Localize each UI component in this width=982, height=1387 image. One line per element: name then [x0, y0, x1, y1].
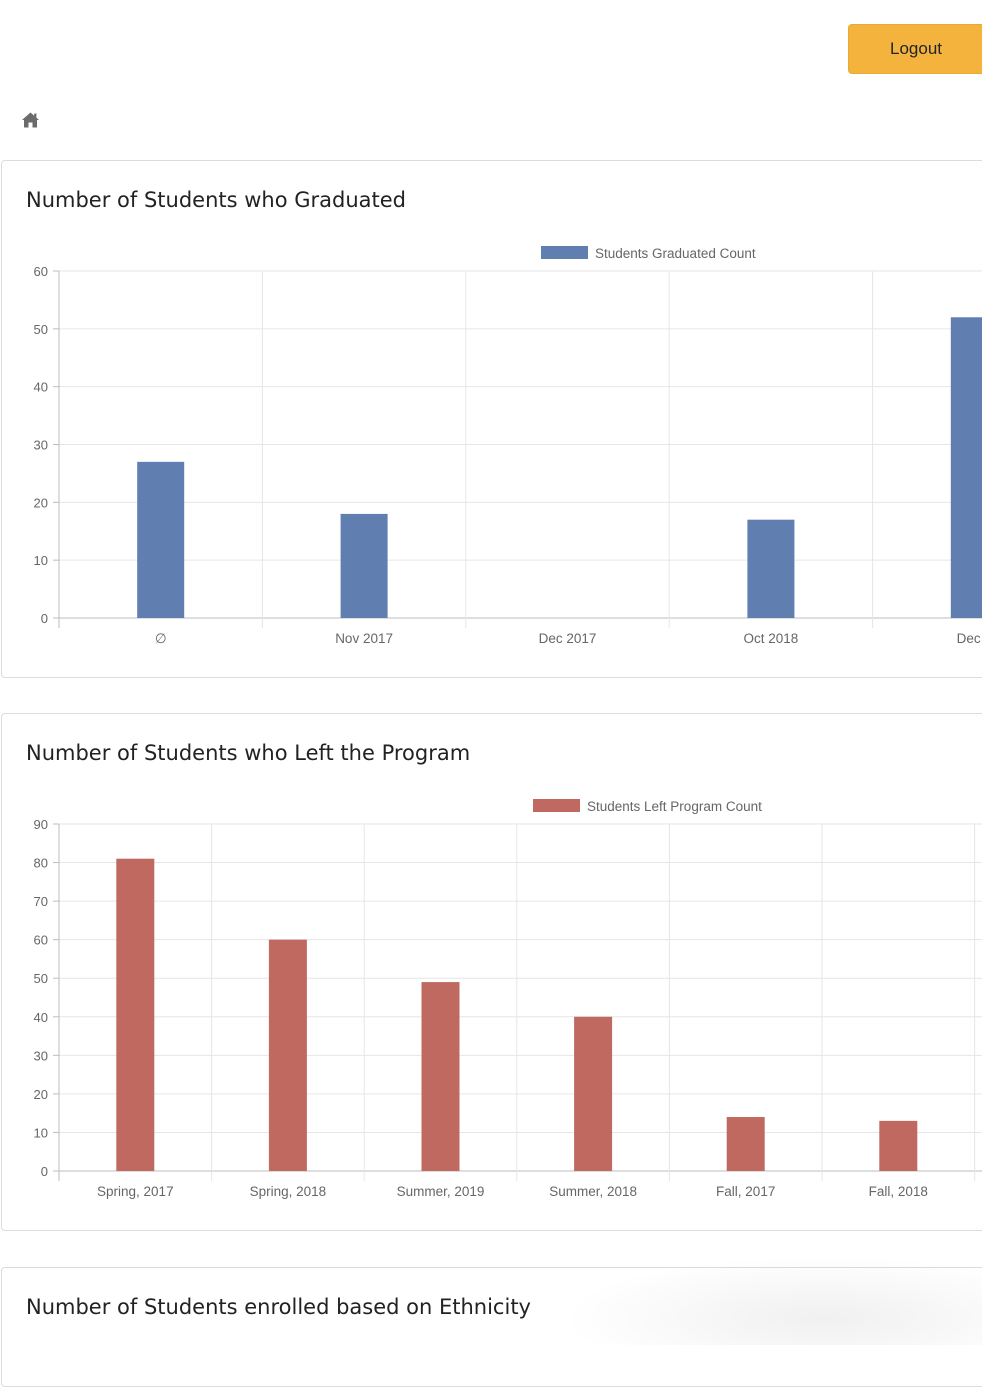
y-tick-label: 30 — [34, 1048, 48, 1063]
x-tick-label: Spring, 2017 — [97, 1184, 174, 1199]
y-tick-label: 80 — [34, 856, 48, 871]
graduated-chart: 0 10 20 30 40 50 60 ∅ Nov 2017 Dec 2017 Oct 2018 De… — [34, 246, 982, 646]
graduated-title: Number of Students who Graduated — [26, 188, 407, 212]
x-tick-label: Dec 2 — [957, 631, 982, 646]
x-tick-label: Oct 2018 — [744, 631, 799, 646]
x-tick-label: Spring, 2018 — [250, 1184, 327, 1199]
y-tick-label: 60 — [34, 933, 48, 948]
graduated-bar[interactable] — [137, 461, 185, 618]
x-tick-label: Fall, 2018 — [869, 1184, 928, 1199]
y-tick-label: 90 — [34, 817, 48, 832]
y-tick-label: 20 — [34, 1087, 48, 1102]
left-program-legend-swatch — [533, 799, 580, 812]
left-program-bar[interactable] — [879, 1120, 918, 1171]
graduated-legend-label[interactable]: Students Graduated Count — [595, 246, 756, 261]
y-tick-label: 30 — [34, 438, 48, 453]
y-tick-label: 40 — [34, 1010, 48, 1025]
x-tick-label: Dec 2017 — [539, 631, 597, 646]
home-icon[interactable] — [21, 111, 40, 129]
ethnicity-title: Number of Students enrolled based on Eth… — [26, 1295, 531, 1319]
left-program-legend-label[interactable]: Students Left Program Count — [587, 799, 762, 814]
y-tick-label: 70 — [34, 894, 48, 909]
y-tick-label: 40 — [34, 380, 48, 395]
graduated-bar[interactable] — [340, 513, 388, 618]
x-tick-label: Fall, 2017 — [716, 1184, 775, 1199]
ethnicity-card: Number of Students enrolled based on Eth… — [1, 1267, 982, 1387]
left-program-bar[interactable] — [574, 1016, 613, 1171]
graduated-bar[interactable] — [747, 519, 795, 618]
y-tick-label: 0 — [41, 1164, 48, 1179]
graduated-legend-swatch — [541, 246, 588, 259]
top-bar: Logout — [0, 0, 982, 96]
x-tick-label: Nov 2017 — [335, 631, 393, 646]
left-program-bar[interactable] — [268, 939, 307, 1171]
left-program-card: Number of Students who Left the Program — [1, 713, 982, 1231]
y-tick-label: 50 — [34, 971, 48, 986]
x-tick-label: Summer, 2019 — [397, 1184, 485, 1199]
y-tick-label: 20 — [34, 495, 48, 510]
graduated-bar[interactable] — [950, 317, 982, 618]
logout-button[interactable]: Logout — [848, 24, 982, 74]
x-tick-label: Summer, 2018 — [549, 1184, 637, 1199]
left-program-bar[interactable] — [421, 982, 460, 1171]
left-program-bar[interactable] — [726, 1117, 765, 1171]
y-tick-label: 60 — [34, 264, 48, 279]
left-program-title: Number of Students who Left the Program — [26, 741, 471, 765]
y-tick-label: 50 — [34, 322, 48, 337]
left-program-bar[interactable] — [116, 858, 155, 1171]
y-tick-label: 0 — [41, 611, 48, 626]
x-tick-label: ∅ — [155, 631, 167, 646]
y-tick-label: 10 — [34, 1125, 48, 1140]
left-program-chart: 0 10 20 30 40 50 60 70 80 90 Spring, 2017 Spring, 2… — [34, 799, 982, 1199]
y-tick-label: 10 — [34, 553, 48, 568]
